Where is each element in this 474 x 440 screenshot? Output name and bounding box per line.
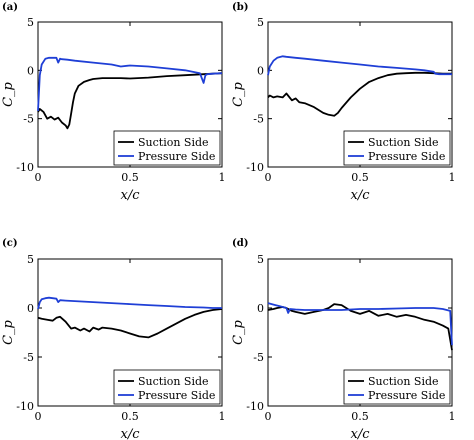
x-axis-title: x/c — [351, 188, 371, 203]
y-tick-label: 0 — [27, 64, 34, 77]
suction-side-line — [267, 303, 453, 351]
legend-entry: Pressure Side — [368, 389, 445, 402]
y-tick-label: -5 — [253, 351, 264, 364]
legend-entry: Suction Side — [368, 136, 439, 149]
y-tick-label: -5 — [23, 113, 34, 126]
x-axis-title: x/c — [121, 188, 141, 203]
legend-entry: Pressure Side — [368, 150, 445, 163]
suction-side-line — [267, 71, 452, 117]
chart-panel-b: (b) -10 -5 0 5 0 0.5 1 x/c C_p Suction SidePressur… — [231, 2, 456, 203]
x-tick-label: 0.5 — [121, 171, 139, 184]
x-tick-label: 0 — [265, 410, 272, 423]
legend-box — [343, 369, 451, 405]
y-tick-label: -10 — [246, 400, 264, 413]
x-tick-label: 0 — [265, 171, 272, 184]
x-tick-label: 0.5 — [351, 171, 369, 184]
y-tick-label: 0 — [27, 302, 34, 315]
x-tick-label: 1 — [449, 410, 456, 423]
x-tick-label: 0 — [35, 410, 42, 423]
pressure-side-line — [267, 55, 452, 76]
y-tick-label: -10 — [246, 161, 264, 174]
x-axis-title: x/c — [121, 427, 141, 440]
y-axis-title: C_p — [231, 319, 246, 344]
chart-panel-a: (a) -10 -5 0 5 0 0.5 1 x/c C_p Suction SidePressur… — [1, 2, 226, 203]
suction-side-line — [37, 308, 223, 339]
x-tick-label: 1 — [219, 171, 226, 184]
y-tick-label: 5 — [257, 253, 264, 266]
chart-panel-c: (c) -10 -5 0 5 0 0.5 1 x/c C_p Suction SidePressur… — [1, 238, 226, 440]
y-tick-label: 0 — [257, 64, 264, 77]
y-axis-title: C_p — [231, 81, 246, 106]
legend-entry: Pressure Side — [138, 389, 215, 402]
x-tick-label: 0.5 — [121, 410, 139, 423]
x-tick-label: 1 — [449, 171, 456, 184]
suction-side-line — [37, 72, 223, 130]
pressure-side-line — [37, 56, 223, 111]
legend-box — [113, 369, 221, 405]
x-tick-label: 0 — [35, 171, 42, 184]
y-tick-label: -5 — [253, 113, 264, 126]
y-tick-label: 5 — [27, 16, 34, 29]
y-tick-label: -5 — [23, 351, 34, 364]
y-axis-title: C_p — [1, 319, 16, 344]
panel-label: (d) — [232, 238, 248, 249]
x-tick-label: 1 — [219, 410, 226, 423]
y-tick-label: 5 — [257, 16, 264, 29]
panel-label: (a) — [2, 2, 18, 13]
y-tick-label: -10 — [16, 400, 34, 413]
panel-label: (c) — [2, 238, 18, 249]
pressure-side-line — [37, 296, 222, 310]
panel-label: (b) — [232, 2, 248, 13]
legend-entry: Suction Side — [138, 136, 209, 149]
y-tick-label: 5 — [27, 253, 34, 266]
y-tick-label: -10 — [16, 161, 34, 174]
legend-entry: Suction Side — [368, 375, 439, 388]
legend-entry: Suction Side — [138, 375, 209, 388]
x-axis-title: x/c — [351, 427, 371, 440]
y-axis-title: C_p — [1, 81, 16, 106]
pressure-side-line — [267, 302, 453, 346]
chart-panel-d: (d) -10 -5 0 5 0 0.5 1 x/c C_p Suction SidePressur… — [231, 238, 456, 440]
legend-entry: Pressure Side — [138, 150, 215, 163]
y-tick-label: 0 — [257, 302, 264, 315]
legend-box — [113, 130, 221, 166]
x-tick-label: 0.5 — [351, 410, 369, 423]
legend-box — [343, 130, 451, 166]
